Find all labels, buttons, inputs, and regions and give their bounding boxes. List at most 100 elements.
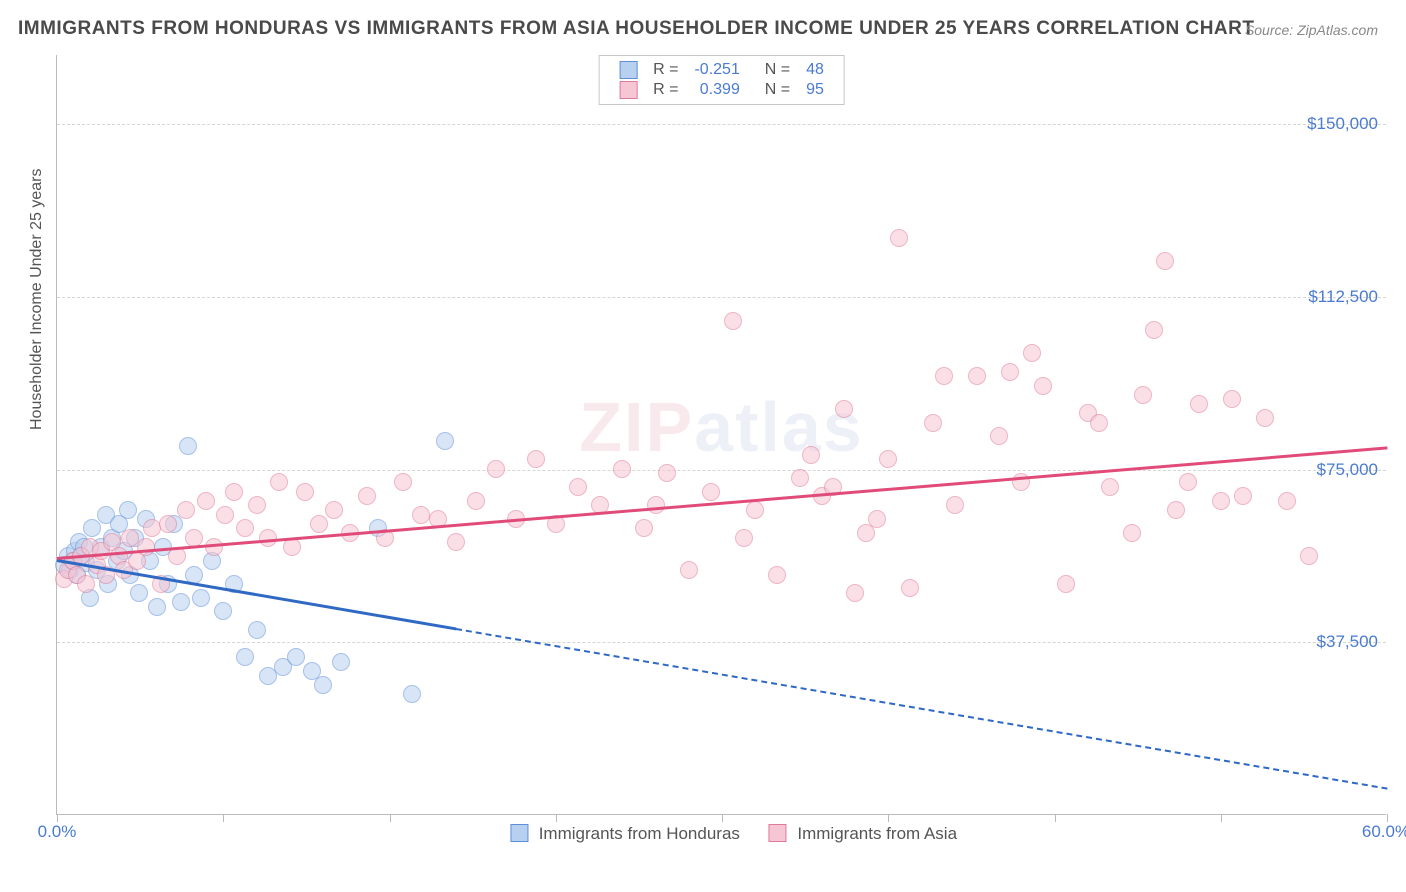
data-point-asia — [259, 529, 277, 547]
data-point-asia — [1001, 363, 1019, 381]
data-point-asia — [467, 492, 485, 510]
legend-label-asia: Immigrants from Asia — [797, 824, 957, 843]
data-point-honduras — [314, 676, 332, 694]
data-point-asia — [613, 460, 631, 478]
data-point-asia — [835, 400, 853, 418]
y-tick-label: $37,500 — [1317, 632, 1378, 652]
x-tick — [888, 814, 889, 822]
x-tick — [556, 814, 557, 822]
data-point-asia — [702, 483, 720, 501]
data-point-asia — [216, 506, 234, 524]
data-point-asia — [77, 575, 95, 593]
legend-swatch-asia — [769, 824, 787, 842]
data-point-asia — [296, 483, 314, 501]
legend-r-honduras: -0.251 — [686, 60, 747, 80]
data-point-honduras — [148, 598, 166, 616]
data-point-asia — [890, 229, 908, 247]
data-point-honduras — [403, 685, 421, 703]
legend-n-honduras: 48 — [798, 60, 832, 80]
data-point-asia — [225, 483, 243, 501]
gridline — [57, 470, 1386, 471]
data-point-asia — [1123, 524, 1141, 542]
x-axis-start-label: 0.0% — [38, 822, 77, 842]
data-point-asia — [270, 473, 288, 491]
data-point-asia — [236, 519, 254, 537]
data-point-asia — [197, 492, 215, 510]
data-point-asia — [1101, 478, 1119, 496]
data-point-asia — [879, 450, 897, 468]
data-point-asia — [1023, 344, 1041, 362]
data-point-asia — [746, 501, 764, 519]
gridline — [57, 642, 1386, 643]
data-point-asia — [325, 501, 343, 519]
data-point-asia — [1167, 501, 1185, 519]
data-point-honduras — [119, 501, 137, 519]
x-axis-end-label: 60.0% — [1362, 822, 1406, 842]
data-point-honduras — [214, 602, 232, 620]
data-point-asia — [735, 529, 753, 547]
data-point-asia — [724, 312, 742, 330]
data-point-asia — [358, 487, 376, 505]
data-point-asia — [159, 515, 177, 533]
data-point-honduras — [179, 437, 197, 455]
data-point-asia — [177, 501, 195, 519]
data-point-honduras — [236, 648, 254, 666]
data-point-asia — [791, 469, 809, 487]
data-point-asia — [968, 367, 986, 385]
data-point-asia — [1156, 252, 1174, 270]
x-tick — [223, 814, 224, 822]
data-point-asia — [412, 506, 430, 524]
data-point-asia — [802, 446, 820, 464]
data-point-honduras — [332, 653, 350, 671]
watermark-text: ZIPatlas — [579, 387, 863, 467]
data-point-asia — [1212, 492, 1230, 510]
x-tick — [1387, 814, 1388, 822]
data-point-asia — [868, 510, 886, 528]
legend-r-label: R = — [645, 80, 686, 100]
data-point-asia — [990, 427, 1008, 445]
data-point-asia — [680, 561, 698, 579]
x-tick — [57, 814, 58, 822]
source-attribution: Source: ZipAtlas.com — [1245, 22, 1378, 38]
data-point-asia — [1134, 386, 1152, 404]
x-tick — [1221, 814, 1222, 822]
data-point-asia — [185, 529, 203, 547]
data-point-honduras — [172, 593, 190, 611]
legend-row-asia: R = 0.399 N = 95 — [611, 80, 832, 100]
data-point-asia — [569, 478, 587, 496]
data-point-asia — [1190, 395, 1208, 413]
x-tick — [1055, 814, 1056, 822]
data-point-asia — [1034, 377, 1052, 395]
y-tick-label: $112,500 — [1308, 287, 1378, 307]
legend-swatch-honduras — [619, 61, 637, 79]
data-point-asia — [647, 496, 665, 514]
data-point-asia — [1223, 390, 1241, 408]
legend-n-label: N = — [748, 80, 798, 100]
data-point-asia — [635, 519, 653, 537]
legend-r-label: R = — [645, 60, 686, 80]
gridline — [57, 124, 1386, 125]
data-point-honduras — [83, 519, 101, 537]
data-point-honduras — [287, 648, 305, 666]
data-point-asia — [1278, 492, 1296, 510]
data-point-asia — [1300, 547, 1318, 565]
data-point-asia — [1179, 473, 1197, 491]
data-point-asia — [1256, 409, 1274, 427]
legend-n-label: N = — [748, 60, 798, 80]
legend-r-asia: 0.399 — [686, 80, 747, 100]
data-point-asia — [768, 566, 786, 584]
data-point-honduras — [130, 584, 148, 602]
data-point-asia — [1057, 575, 1075, 593]
data-point-asia — [310, 515, 328, 533]
data-point-asia — [1145, 321, 1163, 339]
y-tick-label: $75,000 — [1317, 460, 1378, 480]
plot-area: ZIPatlas R = -0.251 N = 48 R = 0.399 N =… — [56, 55, 1386, 815]
data-point-asia — [935, 367, 953, 385]
data-point-asia — [1234, 487, 1252, 505]
data-point-asia — [846, 584, 864, 602]
data-point-honduras — [248, 621, 266, 639]
legend-n-asia: 95 — [798, 80, 832, 100]
data-point-honduras — [436, 432, 454, 450]
data-point-asia — [924, 414, 942, 432]
x-tick — [722, 814, 723, 822]
